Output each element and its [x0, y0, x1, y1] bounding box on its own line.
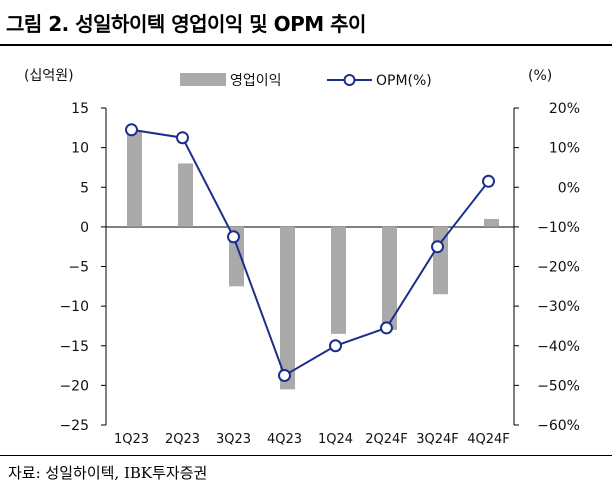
right-axis-tick-label: 10% — [549, 141, 580, 157]
right-axis-tick-label: 20% — [549, 101, 580, 117]
right-axis-tick-label: 0% — [558, 180, 580, 196]
left-axis-tick-label: −20 — [59, 378, 89, 394]
right-axis-tick-label: −40% — [537, 339, 580, 355]
left-axis-tick-label: −10 — [59, 299, 89, 315]
opm-point — [176, 131, 189, 145]
x-axis-category-label: 3Q23 — [216, 432, 251, 447]
bar-operating-profit — [280, 226, 295, 390]
opm-line — [131, 128, 490, 377]
x-axis-category-label: 1Q24 — [318, 432, 353, 447]
title-rule — [0, 44, 612, 46]
x-axis-category-label: 1Q23 — [114, 432, 149, 447]
source-rule — [0, 455, 612, 456]
right-axis-unit: (%) — [528, 68, 552, 84]
legend-line-label: OPM(%) — [376, 73, 432, 89]
bar-operating-profit — [178, 163, 193, 227]
legend-bar-swatch — [180, 73, 226, 86]
opm-point — [125, 123, 138, 137]
bar-operating-profit — [484, 218, 499, 227]
chart: (십억원) (%) 영업이익 OPM(%) 15 10 5 0 −5 −10 −15 −20 −… — [24, 68, 580, 447]
left-axis-tick-label: 0 — [80, 220, 89, 236]
right-axis-tick-label: −10% — [537, 220, 580, 236]
left-axis-tick-label: 15 — [71, 101, 89, 117]
opm-point — [227, 230, 240, 244]
left-axis-unit: (십억원) — [24, 68, 74, 84]
x-axis-category-label: 4Q23 — [267, 432, 302, 447]
opm-point — [380, 321, 393, 335]
x-axis-category-label: 2Q24F — [365, 432, 408, 447]
left-axis-tick-label: −15 — [59, 339, 89, 355]
right-axis-tick-label: −30% — [537, 299, 580, 315]
left-axis-tick-label: −25 — [59, 418, 89, 434]
bar-operating-profit — [331, 226, 346, 334]
x-axis-category-label: 4Q24F — [467, 432, 510, 447]
left-axis-tick-label: −5 — [68, 260, 89, 276]
left-axis-tick-label: 5 — [80, 180, 89, 196]
x-axis-category-label: 3Q24F — [416, 432, 459, 447]
right-axis-tick-label: −60% — [537, 418, 580, 434]
opm-point — [482, 174, 495, 188]
bar-operating-profit — [382, 226, 397, 330]
left-axis-tick-label: 10 — [71, 141, 89, 157]
legend-bar-label: 영업이익 — [230, 73, 282, 89]
opm-point — [278, 368, 291, 382]
opm-point — [431, 240, 444, 254]
x-axis-category-label: 2Q23 — [165, 432, 200, 447]
figure-title: 그림 2. 성일하이텍 영업이익 및 OPM 추이 — [6, 12, 366, 36]
legend-line-marker — [343, 74, 356, 86]
source-note: 자료: 성일하이텍, IBK투자증권 — [8, 464, 208, 482]
right-axis-tick-label: −50% — [537, 378, 580, 394]
right-axis-tick-label: −20% — [537, 260, 580, 276]
bar-operating-profit — [127, 131, 142, 227]
opm-point — [329, 339, 342, 353]
